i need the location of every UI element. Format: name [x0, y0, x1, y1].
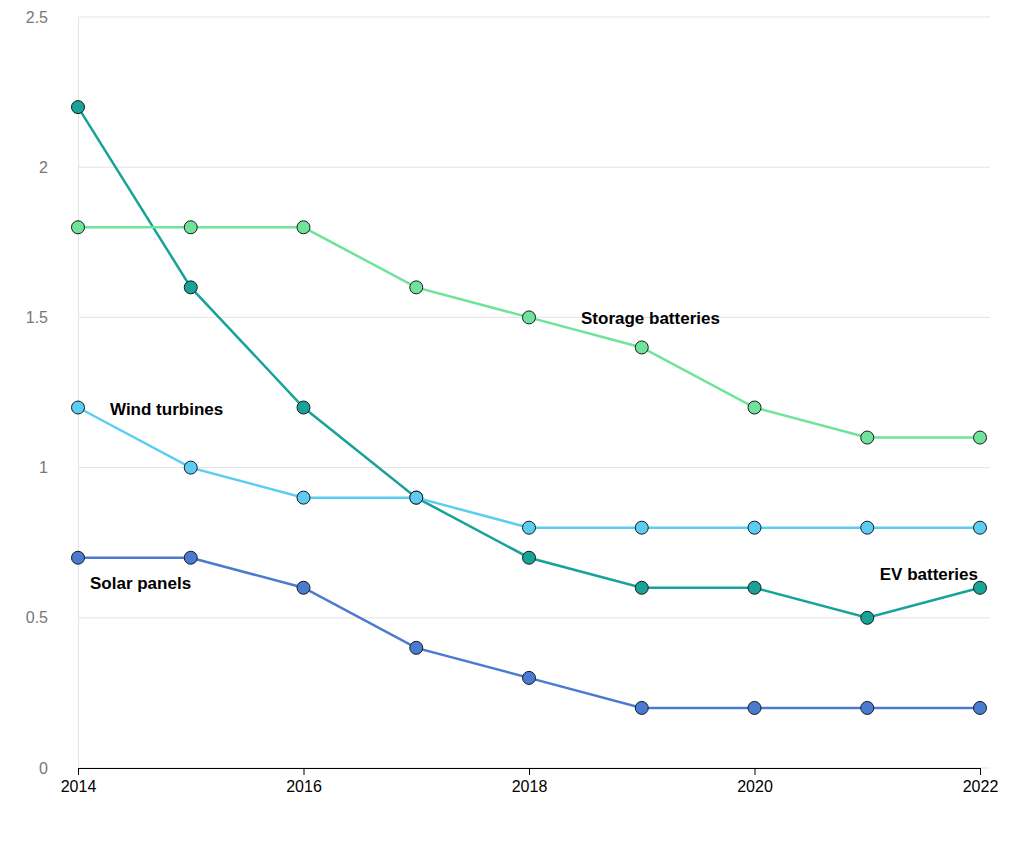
series-marker [523, 311, 536, 324]
series-marker [184, 461, 197, 474]
x-tick: 2018 [512, 768, 548, 795]
series [72, 401, 987, 534]
grid-line [78, 768, 990, 769]
y-axis: 0 0.5 1 1.5 2 2.5 [26, 9, 79, 777]
y-tick: 1.5 [26, 309, 78, 326]
series-label: Storage batteries [581, 309, 720, 328]
series-marker [184, 281, 197, 294]
x-tick: 2022 [963, 768, 999, 795]
series-marker [410, 491, 423, 504]
series-marker [410, 491, 423, 504]
series-line [78, 408, 980, 528]
series-marker [635, 521, 648, 534]
series-marker [861, 701, 874, 714]
series-marker [635, 701, 648, 714]
series-marker [72, 401, 85, 414]
series-marker [861, 611, 874, 624]
y-tick: 2.5 [26, 9, 78, 26]
series [72, 221, 987, 444]
series-line [78, 227, 980, 437]
y-tick-label: 2 [39, 159, 48, 176]
x-tick-mark [78, 768, 79, 775]
x-tick-mark [304, 768, 305, 775]
series-group [72, 101, 987, 715]
y-tick-label: 0.5 [26, 609, 48, 626]
series-marker [72, 101, 85, 114]
series-label: Wind turbines [110, 400, 223, 419]
x-tick: 2016 [286, 768, 322, 795]
x-tick-mark [755, 768, 756, 775]
series-marker [410, 641, 423, 654]
series-marker [861, 521, 874, 534]
series-marker [523, 551, 536, 564]
series-marker [523, 671, 536, 684]
series-marker [748, 581, 761, 594]
x-tick-label: 2018 [512, 778, 548, 795]
series-marker [410, 281, 423, 294]
series-marker [297, 401, 310, 414]
series-marker [748, 521, 761, 534]
chart: 0 0.5 1 1.5 2 2.5 2014 2016 2018 2020 2022 EV batte… [0, 0, 1024, 853]
series-marker [974, 701, 987, 714]
series-marker [72, 551, 85, 564]
series-marker [72, 221, 85, 234]
grid-line [78, 467, 990, 468]
series-marker [297, 221, 310, 234]
series-marker [748, 401, 761, 414]
y-tick-label: 2.5 [26, 9, 48, 26]
series-label: Solar panels [90, 574, 191, 593]
plot: 0 0.5 1 1.5 2 2.5 2014 2016 2018 2020 2022 EV batte… [26, 9, 999, 796]
x-tick-label: 2016 [286, 778, 322, 795]
y-tick-label: 0 [39, 760, 48, 777]
series-marker [635, 341, 648, 354]
grid-line [78, 617, 990, 618]
y-axis-line [78, 18, 79, 769]
series-marker [297, 581, 310, 594]
series-marker [974, 431, 987, 444]
x-tick-mark [980, 768, 981, 775]
y-tick: 0.5 [26, 609, 78, 626]
x-tick: 2014 [61, 768, 97, 795]
series-marker [184, 551, 197, 564]
series-line [78, 107, 980, 618]
series-marker [297, 491, 310, 504]
series [72, 551, 987, 714]
series [72, 101, 987, 625]
series-marker [635, 581, 648, 594]
y-tick: 1 [39, 459, 78, 476]
series-line [78, 558, 980, 708]
series-label: EV batteries [880, 565, 978, 584]
grid [78, 17, 990, 768]
y-tick-label: 1.5 [26, 309, 48, 326]
grid-line [78, 17, 990, 18]
x-tick-label: 2014 [61, 778, 97, 795]
y-tick-label: 1 [39, 459, 48, 476]
x-tick-mark [529, 768, 530, 775]
series-marker [523, 521, 536, 534]
x-tick-label: 2022 [963, 778, 999, 795]
x-tick-label: 2020 [737, 778, 773, 795]
grid-line [78, 167, 990, 168]
series-labels: EV batteries Storage batteries Wind turbin… [90, 309, 978, 592]
x-tick: 2020 [737, 768, 773, 795]
series-marker [748, 701, 761, 714]
series-marker [974, 521, 987, 534]
y-tick: 2 [39, 159, 78, 176]
series-marker [184, 221, 197, 234]
y-tick: 0 [39, 760, 78, 777]
x-axis: 2014 2016 2018 2020 2022 [61, 768, 999, 795]
series-marker [861, 431, 874, 444]
